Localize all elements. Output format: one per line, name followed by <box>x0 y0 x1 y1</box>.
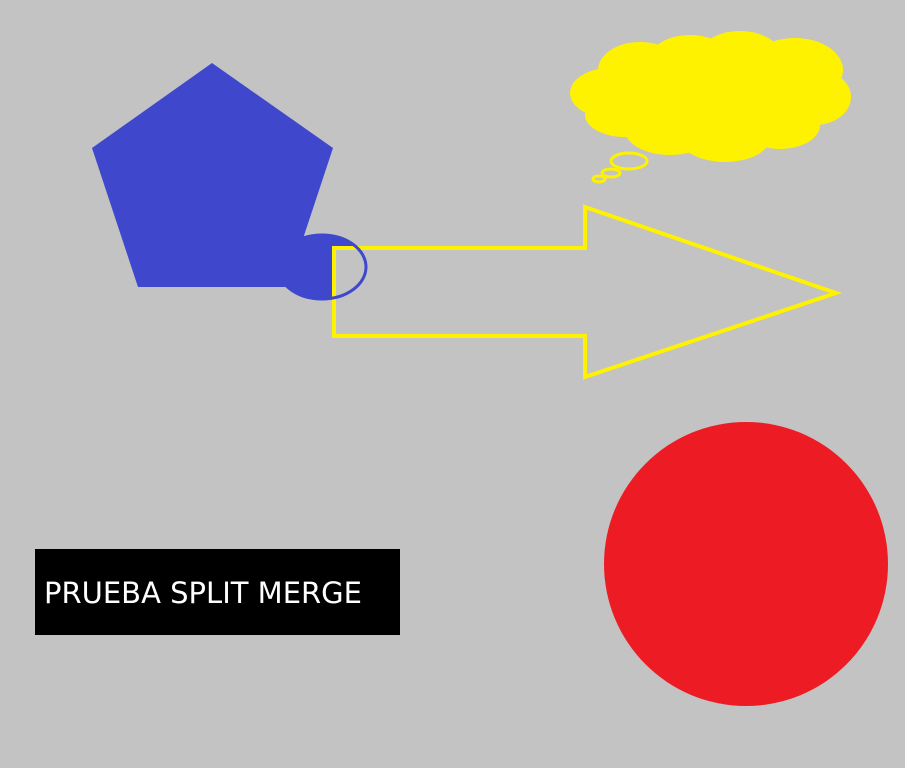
yellow-arrow-outline <box>332 204 843 380</box>
yellow-thought-cloud <box>570 31 851 162</box>
blue-pentagon <box>92 63 333 287</box>
label-box: PRUEBA SPLIT MERGE <box>35 549 400 635</box>
label-text: PRUEBA SPLIT MERGE <box>44 575 362 610</box>
blue-ellipse-outline <box>276 233 368 301</box>
thought-cloud-bubbles <box>591 151 649 184</box>
red-circle <box>604 422 888 706</box>
